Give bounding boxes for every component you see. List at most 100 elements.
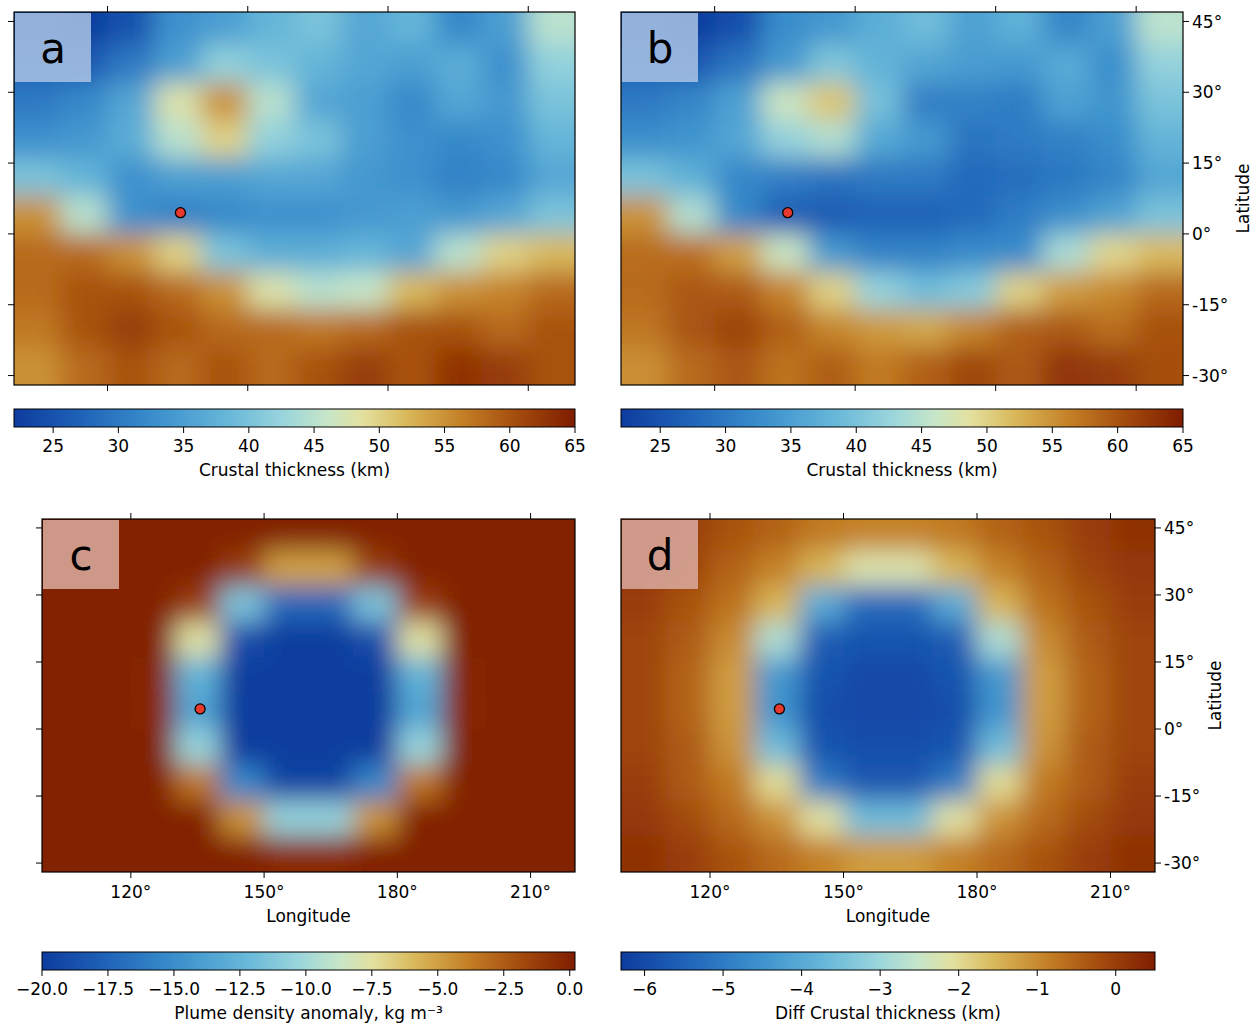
heatmap-cell [482,196,529,234]
heatmap-cell [435,309,482,347]
y-tick [1183,92,1189,93]
y-tick [1155,796,1161,797]
colorbar-tick [644,970,645,976]
heatmap-cell [715,196,762,234]
site-marker [195,704,205,714]
heatmap-cell [154,158,201,196]
heatmap-cell [933,836,978,872]
heatmap-cell [1022,801,1067,837]
heatmap-cell [531,519,575,551]
heatmap-cell [668,121,715,159]
heatmap-cell [888,729,933,765]
heatmap-cell [435,45,482,83]
heatmap-cell [442,765,487,801]
colorbar-tick-label: −17.5 [82,979,134,999]
heatmap-cell [762,12,809,46]
heatmap-cell [762,83,809,121]
heatmap-cell [933,658,978,694]
colorbar-tick-label: 35 [173,436,195,456]
heatmap-cell [528,347,575,385]
heatmap-cell [1066,622,1111,658]
heatmap-cell [799,519,844,551]
heatmap-cell [949,83,996,121]
heatmap-cell [175,586,220,622]
heatmap-cell [201,272,248,310]
heatmap-cell [1022,836,1067,872]
heatmap-cell [482,347,529,385]
heatmap-cell [61,234,108,272]
heatmap-cell [61,272,108,310]
heatmap-cell [902,158,949,196]
heatmap-cell [844,729,889,765]
colorbar-tick-label: −3 [868,979,893,999]
heatmap-cell [108,196,155,234]
heatmap-cell [902,12,949,46]
heatmap-cell [799,586,844,622]
heatmap-cell [353,519,398,551]
panel-1: -30°-15°0°15°30°45°Latitudeb253035404550… [571,0,1253,480]
heatmap-cell [42,622,87,658]
heatmap-cell [486,550,531,586]
heatmap-cell [220,586,265,622]
heatmap-cell [1022,729,1067,765]
heatmap-cell [175,765,220,801]
heatmap-cell [486,622,531,658]
colorbar-tick-label: −10.0 [280,979,332,999]
heatmap-cell [341,45,388,83]
heatmap-cell [531,658,575,694]
heatmap-cell [86,658,131,694]
colorbar-tick-label: 30 [715,436,737,456]
heatmap-cell [295,45,342,83]
map-area [42,519,575,872]
heatmap-cell [762,234,809,272]
heatmap-cell [309,729,354,765]
x-tick [397,513,398,519]
heatmap-cell [855,45,902,83]
colorbar-tick [371,970,372,976]
heatmap-cell [1111,693,1156,729]
heatmap-cell [715,272,762,310]
heatmap-cell [844,519,889,551]
heatmap-cell [1066,693,1111,729]
heatmap-cell [154,45,201,83]
y-tick-label: 45° [1164,518,1194,538]
heatmap-cell [902,234,949,272]
heatmap-cell [668,309,715,347]
panel-0: a253035404550556065Crustal thickness (km… [0,0,626,480]
heatmap-cell [1136,121,1183,159]
heatmap-cell [295,234,342,272]
y-tick [1183,21,1189,22]
y-tick-label: 30° [1164,585,1194,605]
heatmap-cell [668,347,715,385]
heatmap-cell [1066,586,1111,622]
heatmap-cell [1043,309,1090,347]
heatmap-cell [201,347,248,385]
heatmap-cell [855,347,902,385]
heatmap-cell [902,45,949,83]
heatmap-cell [799,658,844,694]
frame [621,12,1183,385]
y-tick [1183,304,1189,305]
heatmap-cell [977,550,1022,586]
heatmap-cell [108,309,155,347]
heatmap-cell [710,729,755,765]
heatmap-cell [808,347,855,385]
heatmap-cell [715,45,762,83]
colorbar-tick-label: −1 [1025,979,1050,999]
heatmap-cell [996,158,1043,196]
heatmap-cell [710,550,755,586]
y-tick [8,92,14,93]
x-tick [977,872,978,878]
heatmap-cell [855,309,902,347]
heatmap-cell [1043,12,1090,46]
colorbar-tick-label: −15.0 [148,979,200,999]
y-tick-label: 15° [1164,652,1194,672]
colorbar-tick [1115,970,1116,976]
heatmap-cell [1136,309,1183,347]
x-tick-label: 150° [823,882,864,902]
heatmap-cell [442,550,487,586]
heatmap-cells [14,12,575,385]
heatmap-cell [1022,765,1067,801]
heatmap-cell [528,196,575,234]
heatmap-cell [201,234,248,272]
